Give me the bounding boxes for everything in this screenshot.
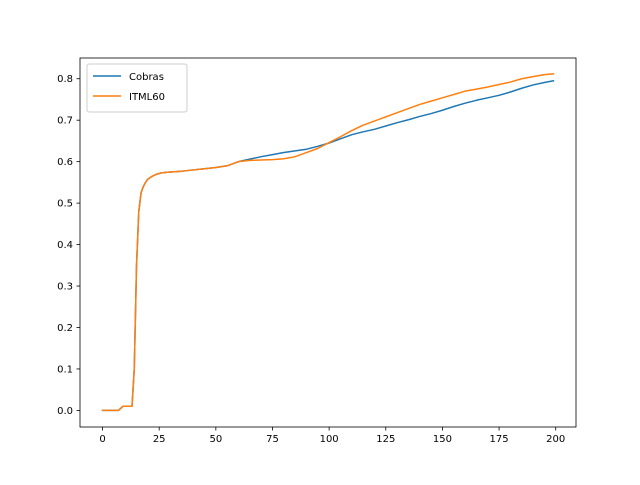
y-tick-label: 0.4: [57, 240, 73, 251]
legend-label-0: Cobras: [129, 72, 164, 83]
legend: Cobras ITML60: [86, 63, 188, 113]
y-tick-label: 0.7: [57, 116, 73, 127]
x-tick-label: 200: [546, 434, 565, 445]
x-tick-label: 125: [376, 434, 395, 445]
y-tick-label: 0.6: [57, 157, 73, 168]
x-tick-label: 175: [490, 434, 509, 445]
x-tick-label: 150: [433, 434, 452, 445]
y-tick-label: 0.8: [57, 74, 73, 85]
x-tick-label: 0: [99, 434, 105, 445]
legend-label-1: ITML60: [129, 92, 165, 103]
x-tick-label: 75: [266, 434, 279, 445]
y-tick-label: 0.5: [57, 199, 73, 210]
y-tick-label: 0.2: [57, 323, 73, 334]
y-tick-label: 0.1: [57, 364, 73, 375]
x-tick-label: 100: [320, 434, 339, 445]
y-tick-label: 0.0: [57, 406, 73, 417]
series-line-1: [101, 72, 555, 412]
x-tick-label: 50: [209, 434, 222, 445]
axes-frame: [79, 57, 577, 428]
axes-layer: 0 25 50 75 100 125 150 175 200 0.0 0.1 0.2 0.3 0.4 0.5…: [57, 57, 577, 445]
plot-layer: [101, 72, 555, 412]
y-tick-label: 0.3: [57, 282, 73, 293]
x-tick-label: 25: [153, 434, 166, 445]
